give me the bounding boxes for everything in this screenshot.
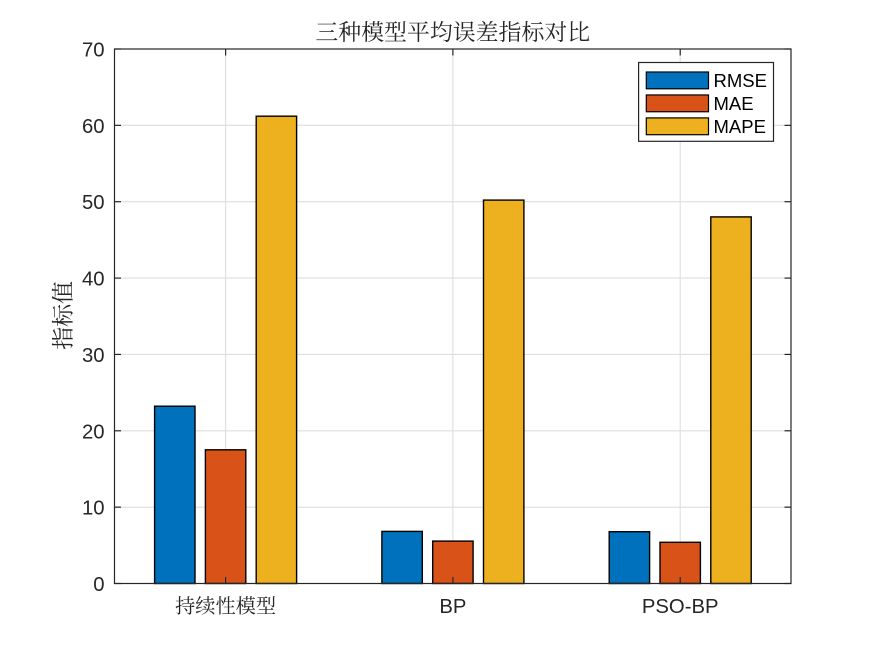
svg-text:60: 60 bbox=[82, 116, 105, 138]
svg-text:RMSE: RMSE bbox=[714, 70, 767, 91]
svg-text:10: 10 bbox=[82, 498, 105, 520]
svg-text:MAE: MAE bbox=[714, 93, 754, 114]
svg-text:PSO-BP: PSO-BP bbox=[642, 596, 719, 618]
svg-text:40: 40 bbox=[82, 269, 105, 291]
svg-text:20: 20 bbox=[82, 421, 105, 443]
svg-text:70: 70 bbox=[82, 40, 105, 62]
svg-text:30: 30 bbox=[82, 345, 105, 367]
svg-text:MAPE: MAPE bbox=[714, 116, 766, 137]
svg-text:50: 50 bbox=[82, 192, 105, 214]
svg-text:BP: BP bbox=[439, 596, 466, 618]
svg-text:0: 0 bbox=[93, 574, 104, 596]
